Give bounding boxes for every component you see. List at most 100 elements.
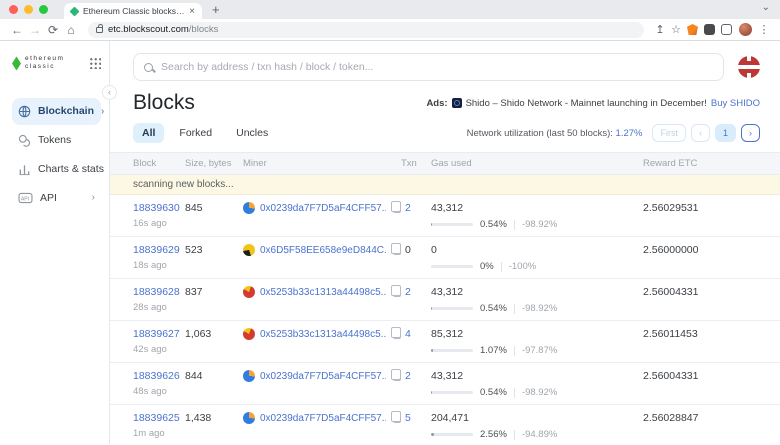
search-box[interactable] [133, 53, 724, 81]
svg-text:API: API [21, 196, 29, 202]
api-icon: API [18, 192, 33, 204]
col-reward: Reward ETC [643, 158, 760, 169]
metamask-extension-icon[interactable] [687, 24, 698, 35]
miner-address-link[interactable]: 0x0239da7F7D5aF4CFF57...b875 [260, 413, 386, 424]
close-window-button[interactable] [9, 5, 18, 14]
browser-profile-avatar[interactable] [739, 23, 752, 36]
gas-used-value: 85,312 [431, 328, 643, 340]
txn-count-link[interactable]: 2 [405, 370, 411, 382]
pagination-next-button[interactable]: › [741, 124, 760, 142]
reload-button[interactable]: ⟳ [44, 23, 62, 37]
browser-toolbar: ← → ⟳ ⌂ etc.blockscout.com/blocks ↥ ☆ ⋮ [0, 19, 780, 41]
sidebar-item-label: API [40, 192, 85, 204]
zoom-window-button[interactable] [39, 5, 48, 14]
lock-icon[interactable] [96, 27, 103, 33]
sidebar-item-blockchain[interactable]: Blockchain › [12, 98, 101, 125]
sidebar: ethereumclassic ‹ Blockchain › Tokens Ch… [0, 41, 110, 444]
gas-used-bar [431, 223, 473, 226]
pagination-first-button[interactable]: First [652, 124, 686, 142]
gas-change-percent: -100% [509, 261, 536, 272]
copy-icon[interactable] [393, 204, 401, 213]
main-content: Blocks Ads: Shido – Shido Network - Main… [110, 41, 780, 444]
miner-address-link[interactable]: 0x0239da7F7D5aF4CFF57...b875 [260, 203, 386, 214]
minimize-window-button[interactable] [24, 5, 33, 14]
miner-address-link[interactable]: 0x0239da7F7D5aF4CFF57...b875 [260, 371, 386, 382]
block-link[interactable]: 18839625 [133, 412, 185, 424]
share-icon[interactable]: ↥ [652, 23, 668, 36]
extension-icon[interactable] [704, 24, 715, 35]
table-row: 1883963016s ago 845 0x0239da7F7D5aF4CFF5… [110, 195, 780, 237]
gas-used-bar [431, 391, 473, 394]
col-size: Size, bytes [185, 158, 243, 169]
ad-link[interactable]: Buy SHIDO [711, 98, 760, 109]
block-size: 837 [185, 286, 243, 298]
txn-count-link[interactable]: 2 [405, 286, 411, 298]
miner-address-link[interactable]: 0x6D5F58EE658e9eD844C...C58a [260, 245, 386, 256]
scanning-banner: scanning new blocks... [110, 175, 780, 195]
pagination-prev-button[interactable]: ‹ [691, 124, 710, 142]
apps-grid-icon[interactable] [89, 57, 101, 69]
side-panel-icon[interactable] [721, 24, 732, 35]
chevron-right-icon: › [101, 106, 104, 117]
ad-text: Shido – Shido Network - Mainnet launchin… [466, 98, 707, 109]
sidebar-item-tokens[interactable]: Tokens [12, 127, 101, 154]
tab-uncles[interactable]: Uncles [227, 123, 277, 143]
txn-count-link[interactable]: 2 [405, 202, 411, 214]
block-link[interactable]: 18839630 [133, 202, 185, 214]
forward-button[interactable]: → [26, 23, 44, 37]
tab-close-icon[interactable]: × [189, 6, 195, 17]
search-input[interactable] [161, 61, 713, 73]
block-link[interactable]: 18839629 [133, 244, 185, 256]
browser-tab[interactable]: Ethereum Classic blocks | Blo × [64, 3, 202, 19]
miner-avatar [243, 244, 255, 256]
sidebar-item-api[interactable]: API API › [12, 185, 101, 211]
home-button[interactable]: ⌂ [62, 23, 80, 37]
block-link[interactable]: 18839627 [133, 328, 185, 340]
table-row: 1883962918s ago 523 0x6D5F58EE658e9eD844… [110, 237, 780, 279]
url-path: /blocks [189, 24, 219, 35]
miner-address-link[interactable]: 0x5253b33c1313a44498c5...2872 [260, 329, 386, 340]
sidebar-item-charts-stats[interactable]: Charts & stats [12, 156, 101, 183]
tab-forked[interactable]: Forked [170, 123, 221, 143]
copy-icon[interactable] [393, 372, 401, 381]
block-size: 523 [185, 244, 243, 256]
ethereum-classic-logo[interactable]: ethereumclassic [12, 55, 64, 72]
copy-icon[interactable] [393, 330, 401, 339]
chevron-right-icon: › [92, 192, 95, 203]
block-age: 42s ago [133, 344, 185, 355]
new-tab-button[interactable]: + [212, 2, 220, 17]
block-age: 16s ago [133, 218, 185, 229]
divider [514, 304, 515, 314]
gas-used-value: 204,471 [431, 412, 643, 424]
txn-count-link[interactable]: 5 [405, 412, 411, 424]
block-age: 48s ago [133, 386, 185, 397]
pagination: First ‹ 1 › [652, 124, 760, 142]
gas-change-percent: -98.92% [522, 219, 557, 230]
network-identicon[interactable] [738, 56, 760, 78]
window-controls[interactable] [9, 5, 48, 14]
globe-icon [18, 105, 31, 118]
miner-avatar [243, 286, 255, 298]
block-link[interactable]: 18839628 [133, 286, 185, 298]
miner-avatar [243, 202, 255, 214]
table-header: Block Size, bytes Miner Txn Gas used Rew… [110, 152, 780, 175]
copy-icon[interactable] [393, 246, 401, 255]
sidebar-collapse-button[interactable]: ‹ [102, 85, 117, 100]
block-reward: 2.56004331 [643, 286, 760, 298]
search-icon [144, 63, 153, 72]
tab-all[interactable]: All [133, 123, 164, 143]
copy-icon[interactable] [393, 288, 401, 297]
menu-kebab-icon[interactable]: ⋮ [756, 23, 772, 36]
back-button[interactable]: ← [8, 23, 26, 37]
col-block: Block [133, 158, 185, 169]
address-bar[interactable]: etc.blockscout.com/blocks [88, 22, 644, 38]
copy-icon[interactable] [393, 414, 401, 423]
txn-count-link[interactable]: 4 [405, 328, 411, 340]
chevron-down-icon[interactable]: ⌄ [762, 2, 770, 13]
bookmark-star-icon[interactable]: ☆ [668, 23, 684, 36]
gas-used-percent: 0.54% [480, 387, 507, 398]
gas-used-bar [431, 265, 473, 268]
gas-used-bar [431, 349, 473, 352]
block-link[interactable]: 18839626 [133, 370, 185, 382]
miner-address-link[interactable]: 0x5253b33c1313a44498c5...2872 [260, 287, 386, 298]
